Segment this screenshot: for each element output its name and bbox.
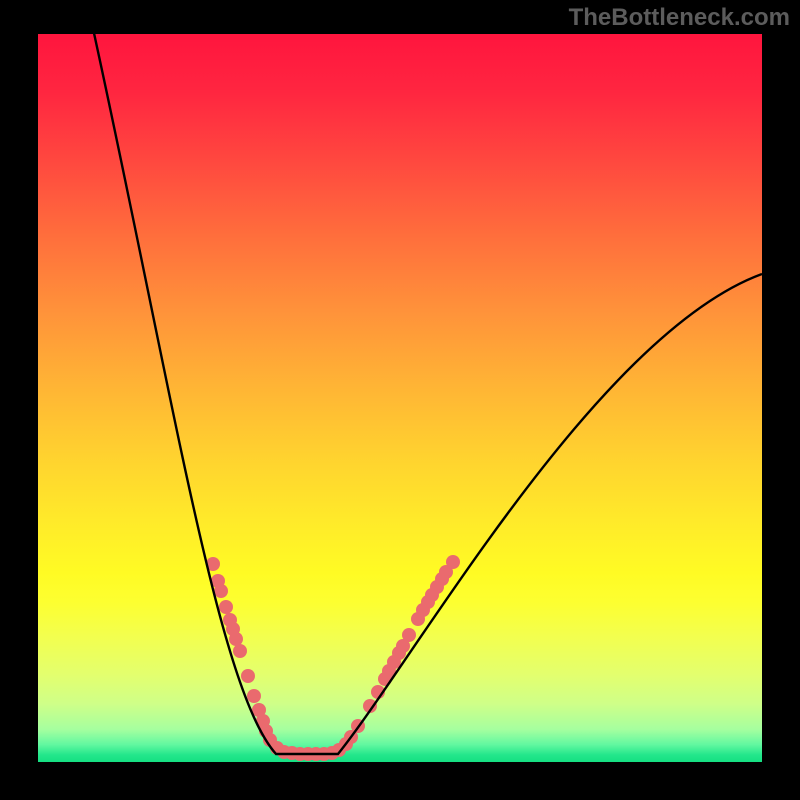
marker-point (446, 555, 460, 569)
markers-group (206, 555, 460, 761)
chart-frame: TheBottleneck.com (0, 0, 800, 800)
v-curve (92, 34, 762, 754)
marker-point (402, 628, 416, 642)
marker-point (229, 632, 243, 646)
curve-layer (38, 34, 762, 762)
marker-point (247, 689, 261, 703)
marker-point (233, 644, 247, 658)
plot-area (38, 34, 762, 762)
marker-point (219, 600, 233, 614)
watermark-text: TheBottleneck.com (569, 4, 790, 32)
marker-point (214, 584, 228, 598)
marker-point (241, 669, 255, 683)
